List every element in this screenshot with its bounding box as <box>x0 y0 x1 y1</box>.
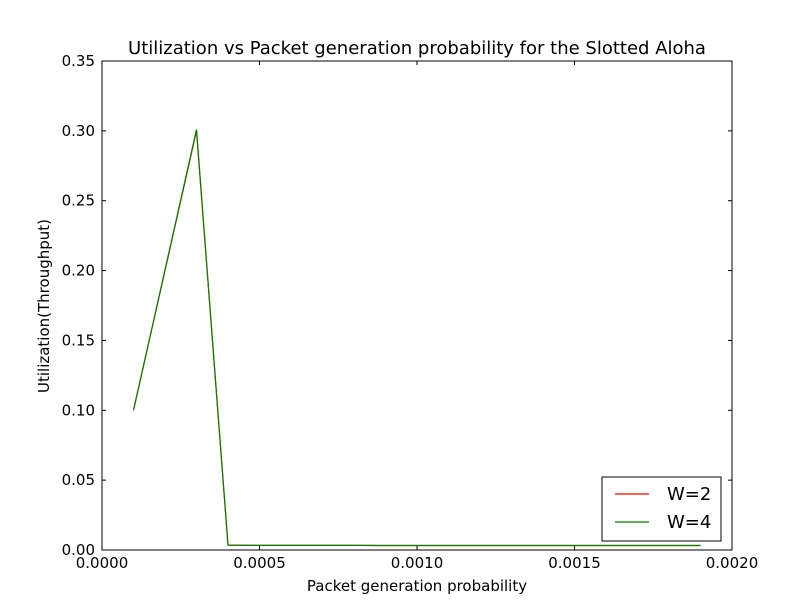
y-axis-label: Utilization(Throughput) <box>35 219 53 393</box>
x-tick-label: 0.0010 <box>391 554 444 572</box>
y-tick-label: 0.25 <box>62 192 95 210</box>
y-tick-label: 0.20 <box>62 262 95 280</box>
legend: W=2 W=4 <box>601 476 722 542</box>
y-tick-label: 0.35 <box>62 52 95 70</box>
y-tick-label: 0.15 <box>62 331 95 349</box>
x-tick-label: 0.0000 <box>76 554 129 572</box>
x-axis-label: Packet generation probability <box>307 577 527 595</box>
y-tick-label: 0.00 <box>62 541 95 559</box>
chart-title: Utilization vs Packet generation probabi… <box>128 38 706 59</box>
x-tick-label: 0.0020 <box>706 554 759 572</box>
series-line-w4 <box>132 129 701 547</box>
y-tick-label: 0.10 <box>62 401 95 419</box>
y-tick-label: 0.05 <box>62 471 95 489</box>
x-tick-label: 0.0015 <box>548 554 601 572</box>
series-layer <box>132 129 701 547</box>
legend-label-w4: W=4 <box>667 512 711 533</box>
y-tick-label: 0.30 <box>62 122 95 140</box>
legend-box <box>601 476 722 542</box>
plot-area <box>102 61 732 550</box>
legend-label-w2: W=2 <box>667 484 711 505</box>
x-tick-label: 0.0005 <box>233 554 286 572</box>
ticks-layer: 0.0000 0.0005 0.0010 0.0015 0.0020 0.00 0.05 0.… <box>62 52 759 572</box>
